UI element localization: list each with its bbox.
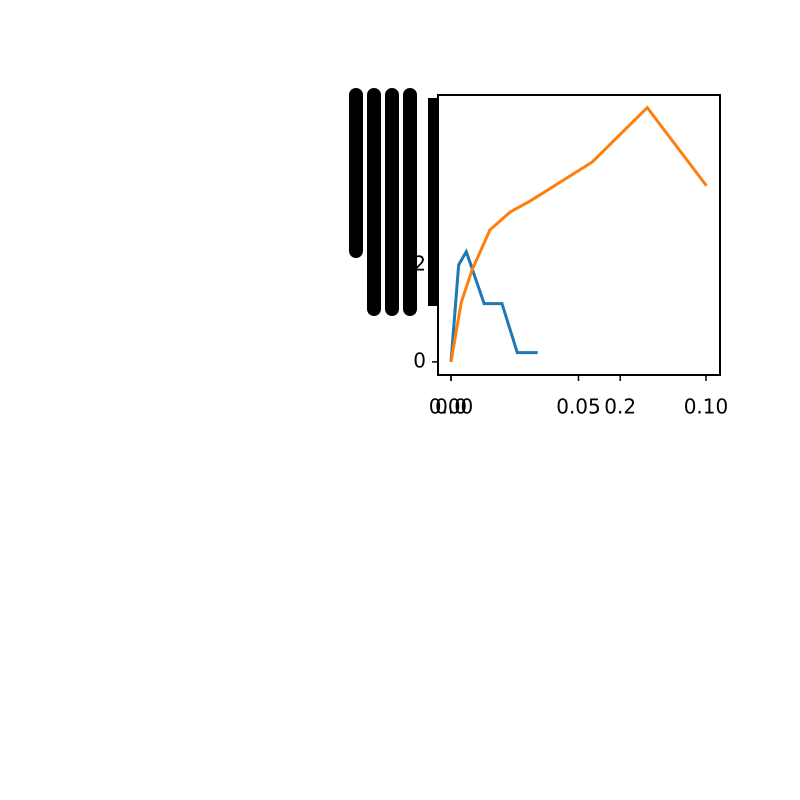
y-tick-label: 0 <box>413 348 426 372</box>
label-blob <box>385 88 399 316</box>
x-tick-label: 0.10 <box>684 395 729 419</box>
label-blob <box>403 88 417 316</box>
x-tick-label: 0.0 <box>435 395 467 419</box>
x-tick-label: 0.2 <box>604 395 636 419</box>
plot-frame <box>437 94 721 376</box>
x-tick-label: 0.05 <box>556 395 601 419</box>
label-blob <box>349 88 363 258</box>
label-blob <box>428 98 438 306</box>
line-series <box>449 105 708 363</box>
overlapping-label-blobs <box>349 88 438 316</box>
y-tick-label: 2 <box>413 251 426 275</box>
label-blob <box>367 88 381 316</box>
line-series <box>449 248 538 363</box>
x-tick-label: 0.00 <box>429 395 474 419</box>
